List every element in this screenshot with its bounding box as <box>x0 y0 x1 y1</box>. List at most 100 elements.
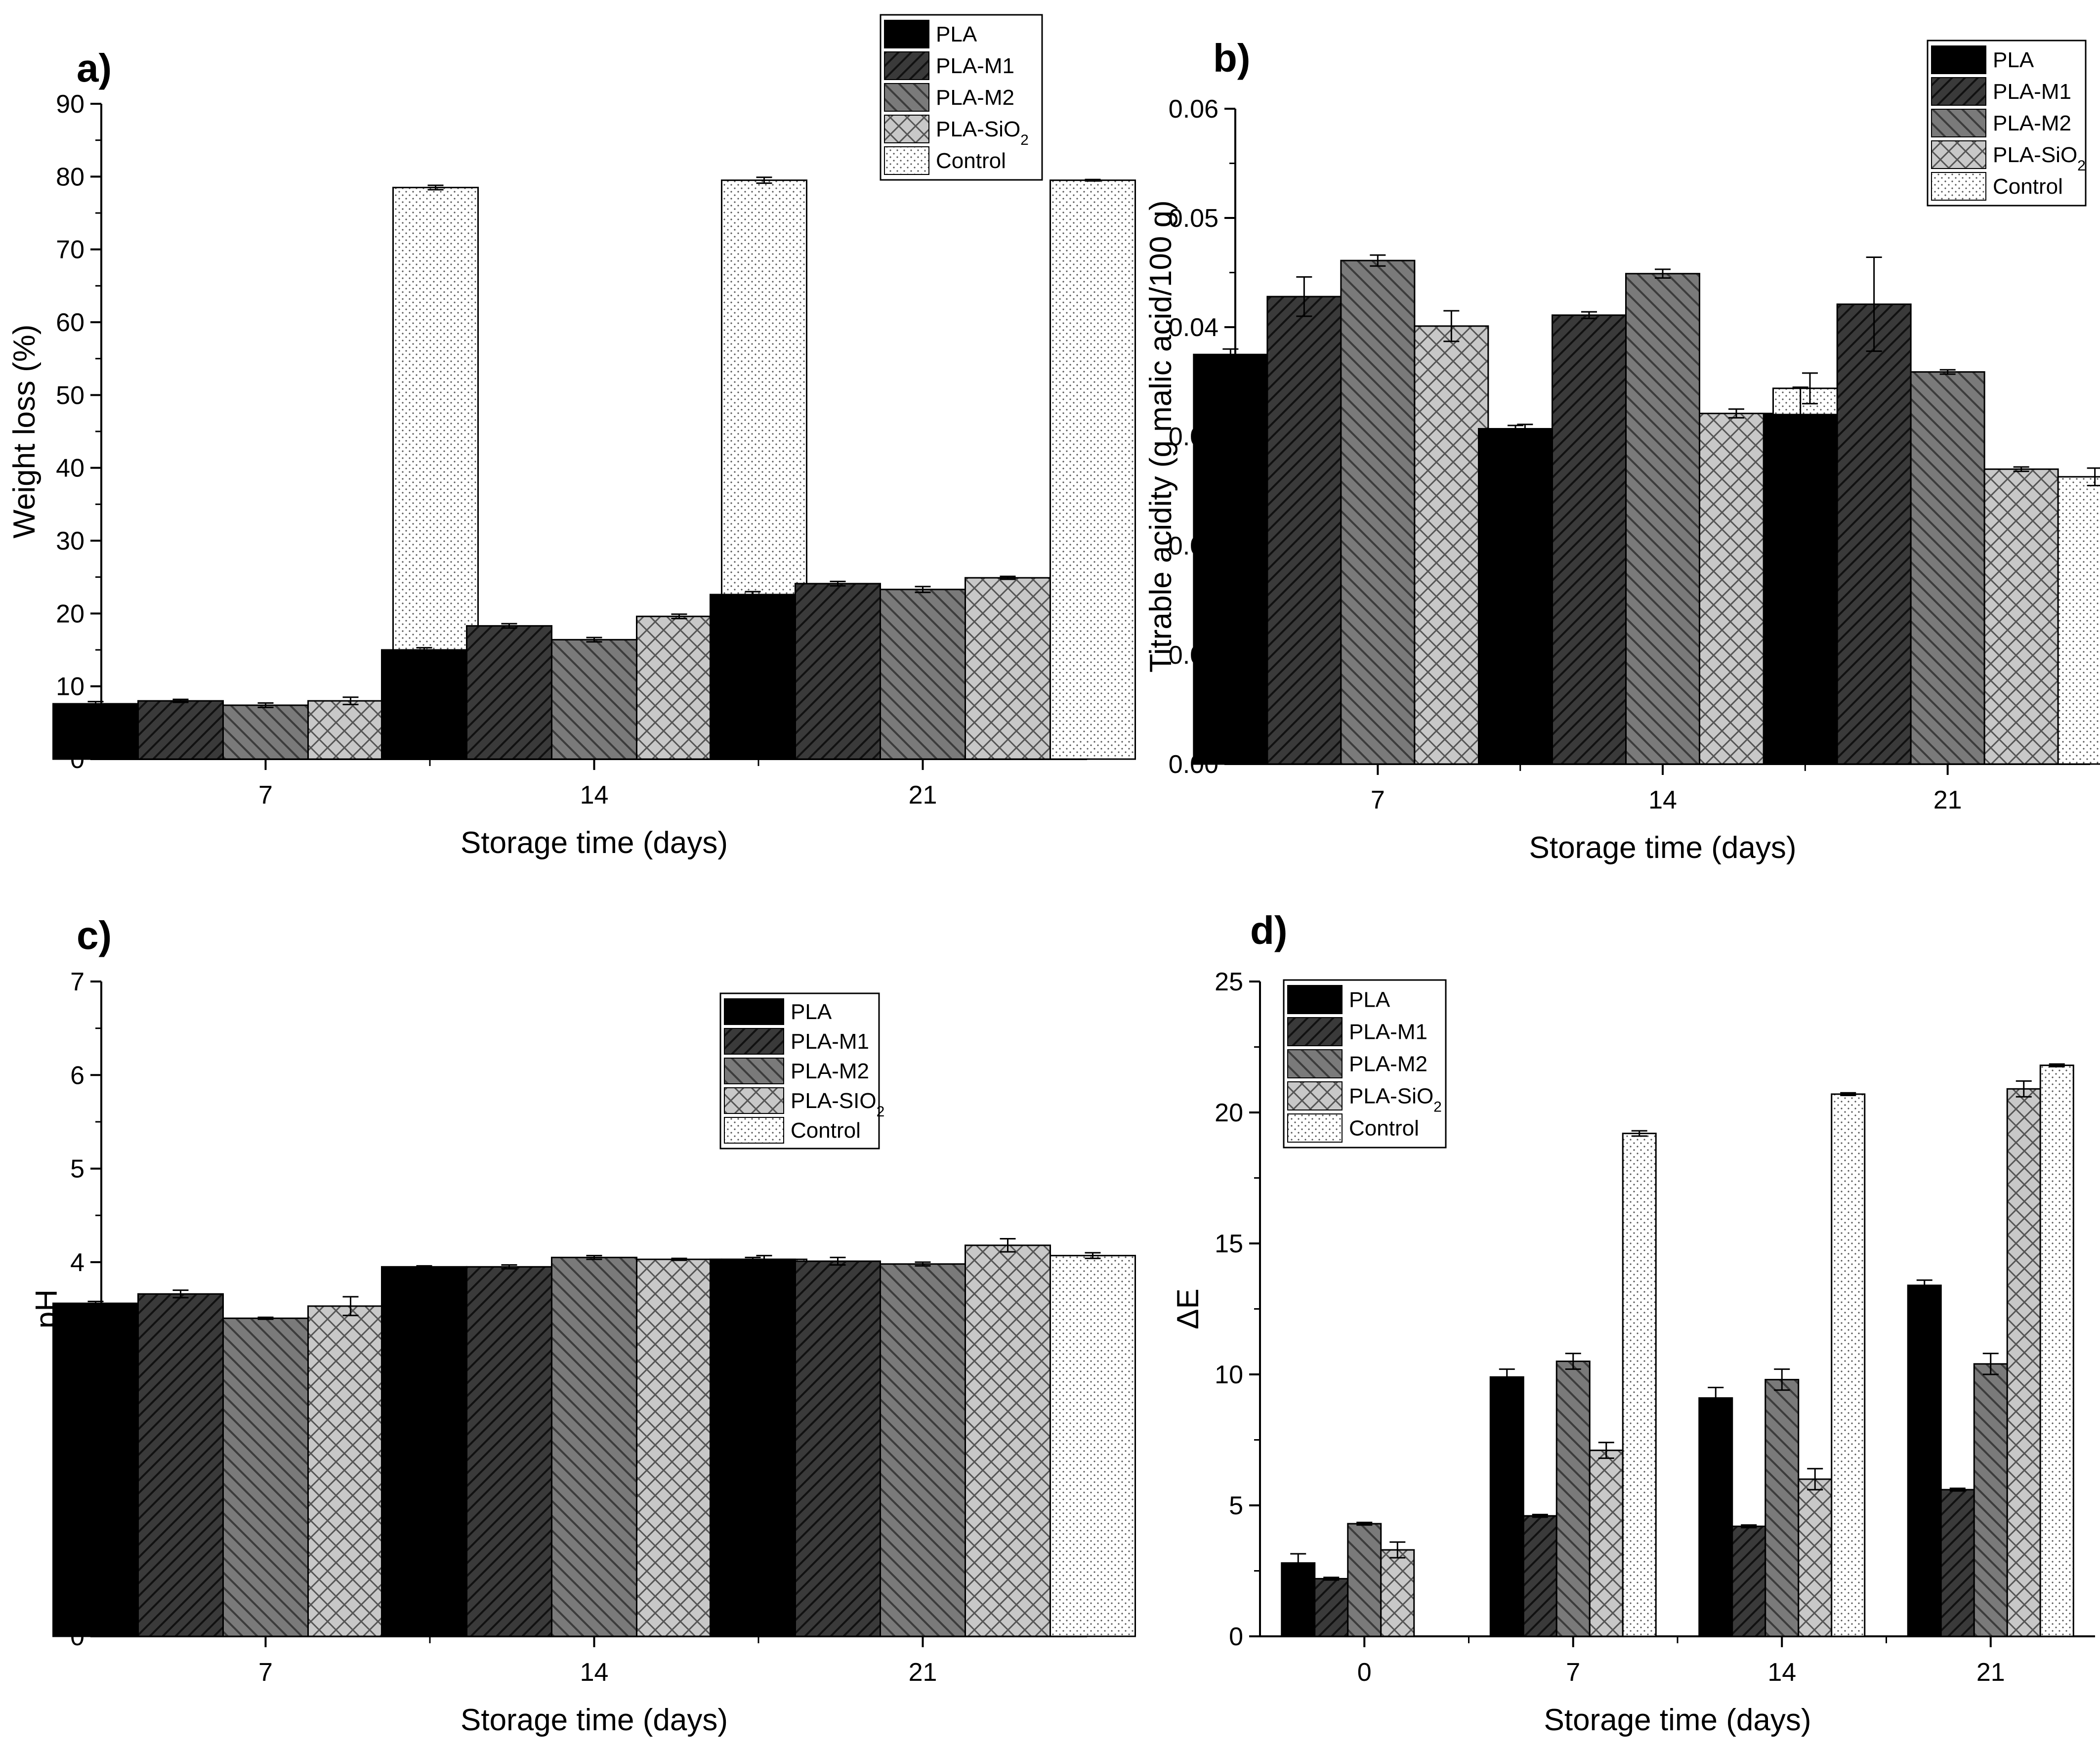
y-tick-label: 40 <box>56 454 84 483</box>
y-tick-label: 6 <box>70 1061 84 1090</box>
bar-pla-21 <box>710 1258 796 1637</box>
y-tick-label: 80 <box>56 163 84 191</box>
bar-pla-21 <box>1763 414 1838 765</box>
legend-label: Control <box>791 1118 861 1143</box>
legend-swatch <box>1931 140 1986 169</box>
bar-control-21 <box>1050 1255 1136 1637</box>
y-tick-label: 70 <box>56 236 84 264</box>
legend-swatch <box>1931 45 1986 74</box>
x-tick-label: 7 <box>1566 1658 1580 1687</box>
y-axis-title: Weight loss (%) <box>7 325 42 539</box>
bar-pla-m2-14 <box>1764 1379 1800 1637</box>
bar-control-21 <box>1050 179 1136 760</box>
bar-pla-21 <box>1907 1284 1942 1637</box>
y-tick-label: 90 <box>56 90 84 119</box>
bar-pla-m2-21 <box>1910 371 1985 765</box>
chart-panel-3: c)0123456771421Storage time (days)pHPLAP… <box>30 913 1136 1737</box>
legend-swatch <box>724 1087 784 1114</box>
y-axis-title: pH <box>30 1289 64 1328</box>
bar-pla-m2-0 <box>1347 1523 1382 1637</box>
x-tick-label: 7 <box>258 1658 273 1687</box>
y-tick-label: 0.04 <box>1169 313 1218 342</box>
bar-pla-m1-21 <box>795 583 881 760</box>
y-tick-label: 7 <box>70 968 84 996</box>
bar-pla-sio2-0 <box>1380 1549 1415 1637</box>
legend-label: Control <box>1349 1116 1419 1141</box>
bar-pla-m2-14 <box>1625 273 1700 765</box>
legend-subscript: 2 <box>2077 158 2086 174</box>
bar-pla-m1-14 <box>1552 314 1627 765</box>
y-tick-label: 25 <box>1215 968 1243 996</box>
y-tick-label: 0.05 <box>1169 204 1218 233</box>
bar-pla-14 <box>1698 1397 1733 1637</box>
legend-swatch <box>724 998 784 1025</box>
y-tick-label: 5 <box>1229 1492 1243 1520</box>
legend-swatch <box>1287 1081 1343 1110</box>
legend-label: PLA-M2 <box>936 85 1014 110</box>
y-tick-label: 0.06 <box>1169 95 1218 124</box>
x-tick-label: 21 <box>909 1658 937 1687</box>
bar-pla-sio2-21 <box>1983 468 2059 765</box>
bar-control-14 <box>1831 1093 1866 1637</box>
legend-swatch <box>724 1028 784 1055</box>
chart-panel-4: d) 0 5 10 15 20 25 0 7 14 21 Storage time (days) ΔE P… <box>1171 908 2095 1737</box>
bar-pla-m1-21 <box>795 1260 881 1637</box>
bar-pla-m1-14 <box>1731 1525 1766 1637</box>
bar-pla-7 <box>52 703 139 760</box>
y-tick-label: 10 <box>56 673 84 701</box>
legend-label: PLA <box>1349 988 1390 1012</box>
legend-label: PLA <box>936 22 977 46</box>
x-tick-label: 14 <box>580 1658 609 1687</box>
x-tick-label: 21 <box>1933 786 1962 814</box>
bar-pla-sio2-7 <box>1589 1450 1624 1637</box>
bar-pla-m2-7 <box>222 704 309 760</box>
bar-pla-14 <box>381 649 467 760</box>
bar-pla-sio2-14 <box>1798 1478 1833 1637</box>
bar-pla-sio2-14 <box>636 1258 722 1637</box>
x-axis-title: Storage time (days) <box>1544 1703 1811 1737</box>
bar-pla-sio2-14 <box>1699 413 1774 765</box>
legend-label: PLA-M1 <box>1349 1020 1428 1044</box>
bar-pla-sio2-21 <box>965 577 1051 760</box>
legend-label: PLA <box>791 1000 832 1024</box>
legend-swatch <box>724 1117 784 1144</box>
bar-pla-m2-21 <box>880 589 966 760</box>
x-axis-title: Storage time (days) <box>1529 831 1797 865</box>
x-tick-label: 14 <box>1648 786 1677 814</box>
bar-pla-21 <box>710 594 796 760</box>
x-tick-label: 7 <box>258 781 273 810</box>
legend-swatch <box>884 115 929 143</box>
bar-pla-sio2-21 <box>2006 1088 2041 1637</box>
bar-pla-m2-14 <box>551 639 637 760</box>
bar-pla-m1-7 <box>1266 296 1342 765</box>
legend-swatch <box>1931 172 1986 201</box>
y-tick-label: 30 <box>56 527 84 555</box>
chart-panel-1: a)010203040506070809071421Storage time (… <box>7 14 1136 860</box>
bar-pla-0 <box>1281 1562 1316 1637</box>
legend-subscript: 2 <box>1433 1099 1442 1115</box>
x-axis-title: Storage time (days) <box>461 826 728 860</box>
y-tick-label: 15 <box>1215 1230 1243 1258</box>
legend-label: Control <box>1993 174 2063 199</box>
x-tick-label: 14 <box>1767 1658 1796 1687</box>
legend-label: PLA-M1 <box>791 1029 869 1054</box>
legend-label: PLA-M2 <box>791 1059 869 1083</box>
chart-panel-2: b)0.000.010.020.030.040.050.0671421Stora… <box>1144 36 2100 865</box>
y-tick-label: 60 <box>56 308 84 337</box>
legend-swatch <box>884 146 929 175</box>
bar-control-7 <box>1622 1132 1657 1637</box>
bar-pla-7 <box>52 1302 139 1637</box>
legend-label: PLA <box>1993 48 2034 72</box>
legend-label: PLA-M2 <box>1993 111 2071 135</box>
legend-swatch <box>884 20 929 48</box>
bar-control-21 <box>2039 1065 2074 1637</box>
bar-pla-m2-21 <box>1973 1363 2008 1637</box>
x-tick-label: 7 <box>1371 786 1385 814</box>
panel-label: c) <box>77 913 112 957</box>
legend-subscript: 2 <box>1020 132 1029 148</box>
x-tick-label: 0 <box>1357 1658 1372 1687</box>
